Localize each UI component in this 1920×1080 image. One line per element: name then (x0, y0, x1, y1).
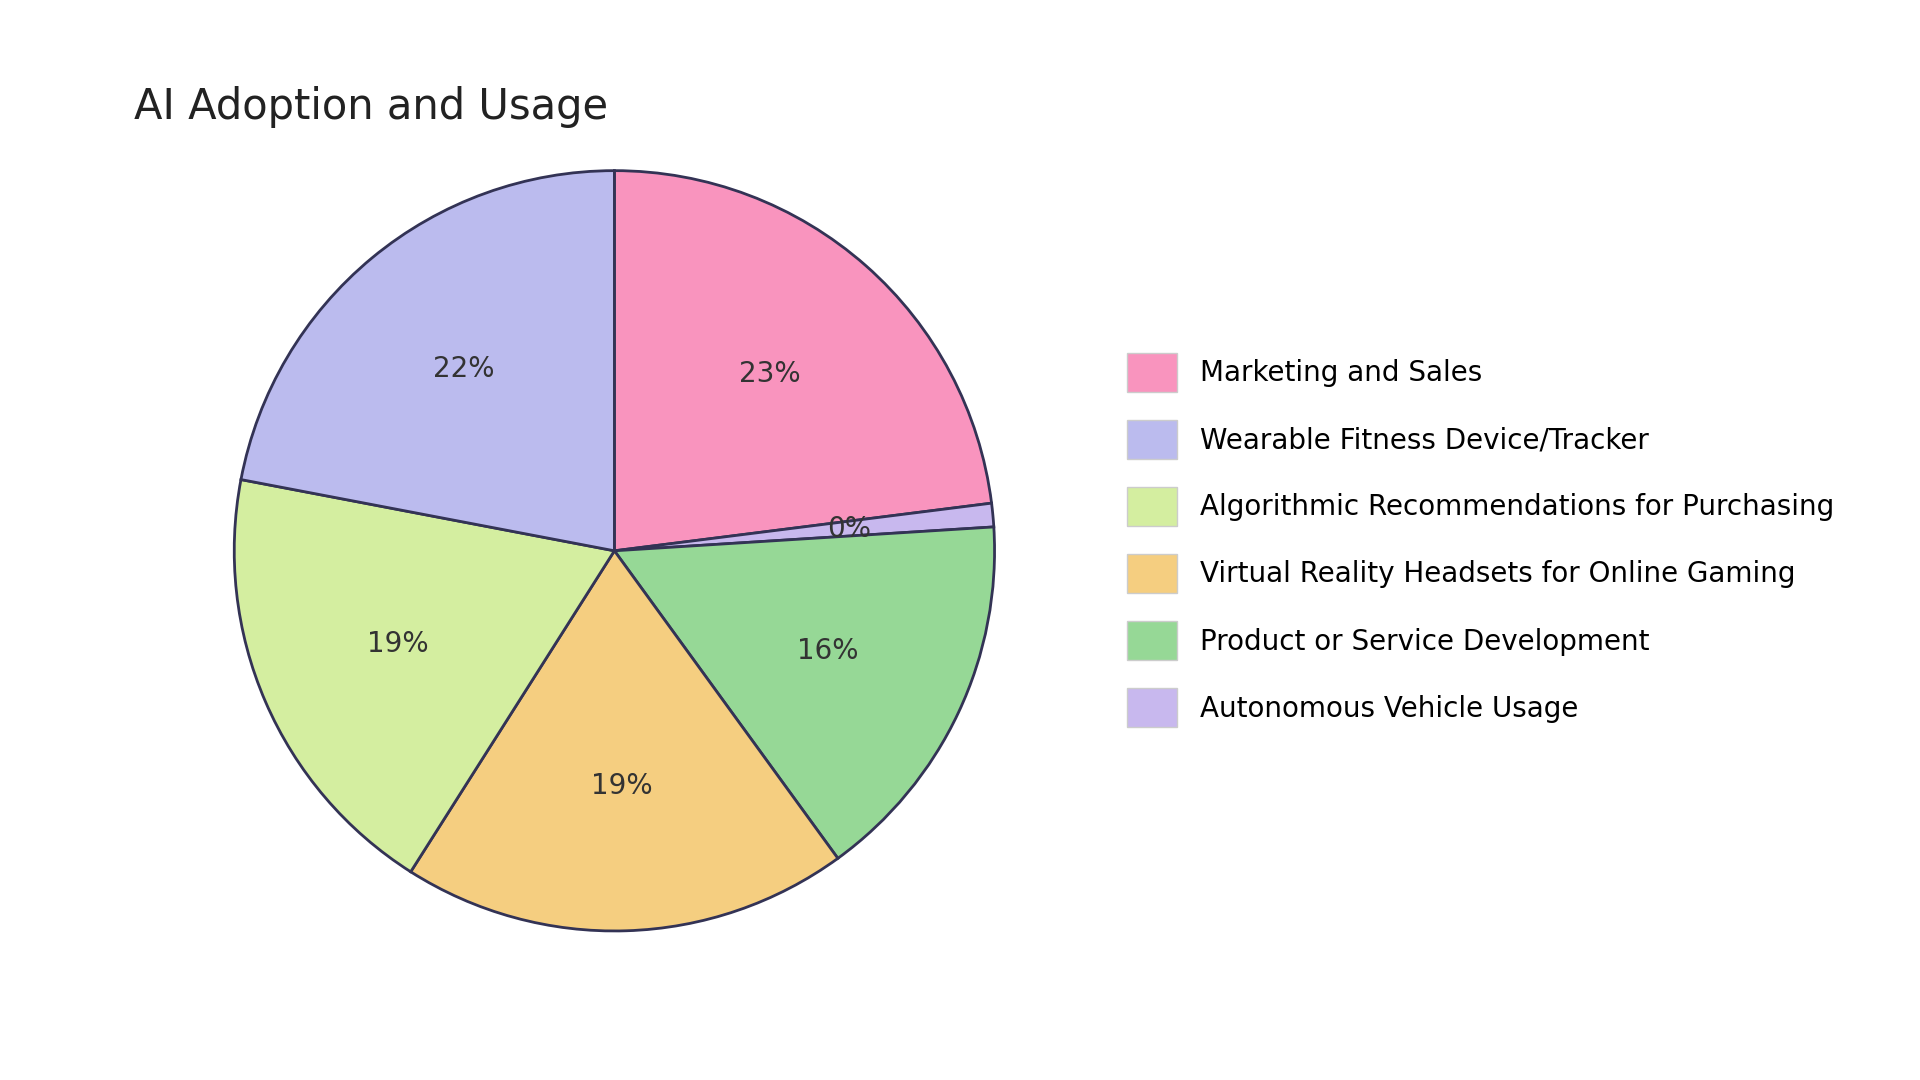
Text: 16%: 16% (797, 637, 858, 665)
Text: AI Adoption and Usage: AI Adoption and Usage (134, 86, 609, 129)
Wedge shape (242, 171, 614, 551)
Text: 23%: 23% (739, 360, 801, 388)
Text: 22%: 22% (434, 355, 495, 383)
Wedge shape (234, 480, 614, 872)
Text: 0%: 0% (828, 514, 872, 542)
Wedge shape (614, 527, 995, 859)
Wedge shape (411, 551, 837, 931)
Wedge shape (614, 171, 991, 551)
Text: 19%: 19% (591, 772, 653, 800)
Legend: Marketing and Sales, Wearable Fitness Device/Tracker, Algorithmic Recommendation: Marketing and Sales, Wearable Fitness De… (1127, 353, 1834, 727)
Text: 19%: 19% (367, 631, 428, 659)
Wedge shape (614, 503, 995, 551)
